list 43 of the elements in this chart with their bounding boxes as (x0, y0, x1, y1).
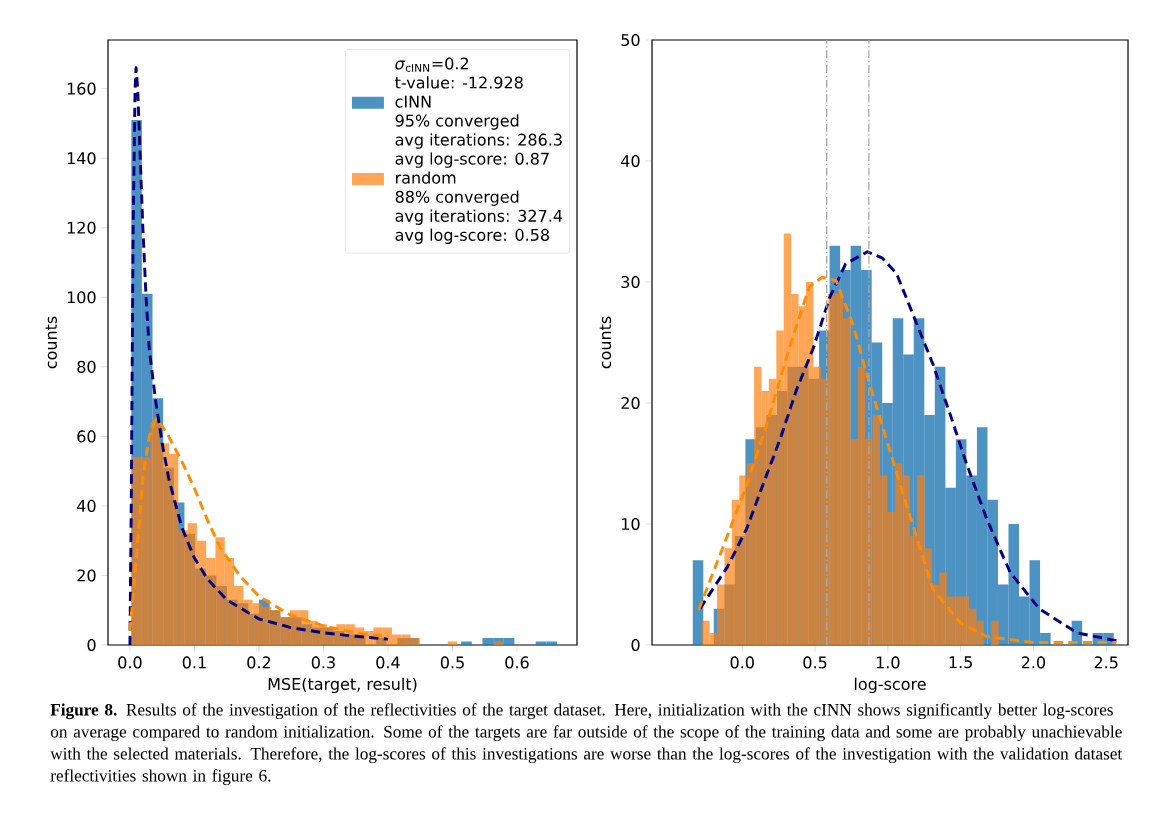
y-tick-label: 40 (621, 154, 640, 168)
x-tick-label: 0.3 (311, 656, 335, 669)
x-tick-label: 0.6 (505, 656, 529, 669)
x-tick-label: 0.5 (440, 656, 464, 669)
y-tick-label: 20 (621, 396, 640, 410)
y-tick-label: 50 (621, 33, 640, 47)
annotation: avg log-score: 0.87 (395, 152, 549, 168)
x-tick-label: 0.0 (730, 656, 754, 669)
y-tick-label: 140 (67, 152, 96, 165)
x-tick-label: 0.5 (803, 656, 827, 669)
y-tick-label: 40 (77, 499, 96, 512)
y-tick-label: 10 (622, 517, 640, 531)
x-tick-label: 1.5 (949, 656, 972, 669)
y-axis-title: counts (45, 316, 57, 369)
x-tick-label: 2.5 (1094, 656, 1118, 669)
x-tick-label: 0.1 (182, 656, 206, 669)
y-tick-label: 0 (631, 638, 640, 652)
annotation: avg iterations: 286.3 (395, 133, 562, 149)
y-axis-title: counts (599, 316, 612, 369)
x-tick-label: 2.0 (1021, 656, 1046, 669)
annotation: 88% converged (395, 190, 519, 206)
legend-label: cINN (395, 95, 431, 108)
annotation: t-value: -12.928 (395, 76, 523, 89)
y-tick-label: 30 (621, 275, 640, 289)
x-tick-label: 0.0 (118, 656, 142, 669)
annotation: 95% converged (395, 114, 519, 130)
y-tick-label: 0 (87, 638, 96, 652)
y-tick-label: 100 (67, 291, 96, 304)
x-axis-title: log-score (854, 677, 926, 694)
y-tick-label: 80 (77, 360, 96, 373)
text: Figure 8. Results of the investigation of the reflectivities of the target dataset. Here, initialization with the cINN shows significantly better log-scores on average compared to random initialization. Some of the targets are far outside of the scope of the training data and some are probably unachievable with the selected materials. Therefore, the log-scores of this investigations are worse than the log-scores of the investigation with the validation dataset reflectivities shown in figure 6. (50, 703, 1123, 786)
x-axis-title: MSE(target, result) (268, 677, 417, 694)
y-tick-label: 60 (77, 430, 96, 443)
annotation: avg iterations: 327.4 (395, 209, 563, 225)
legend-title: σ$_{cINN}$=0.2 (395, 57, 469, 72)
legend-label: random (396, 171, 456, 184)
annotation: avg log-score: 0.58 (395, 228, 549, 245)
x-tick-label: 0.2 (247, 656, 271, 669)
y-tick-label: 20 (77, 569, 96, 582)
y-tick-label: 160 (67, 82, 96, 95)
y-tick-label: 120 (67, 221, 96, 234)
x-tick-label: 0.4 (376, 656, 400, 669)
x-tick-label: 1.0 (876, 656, 900, 669)
